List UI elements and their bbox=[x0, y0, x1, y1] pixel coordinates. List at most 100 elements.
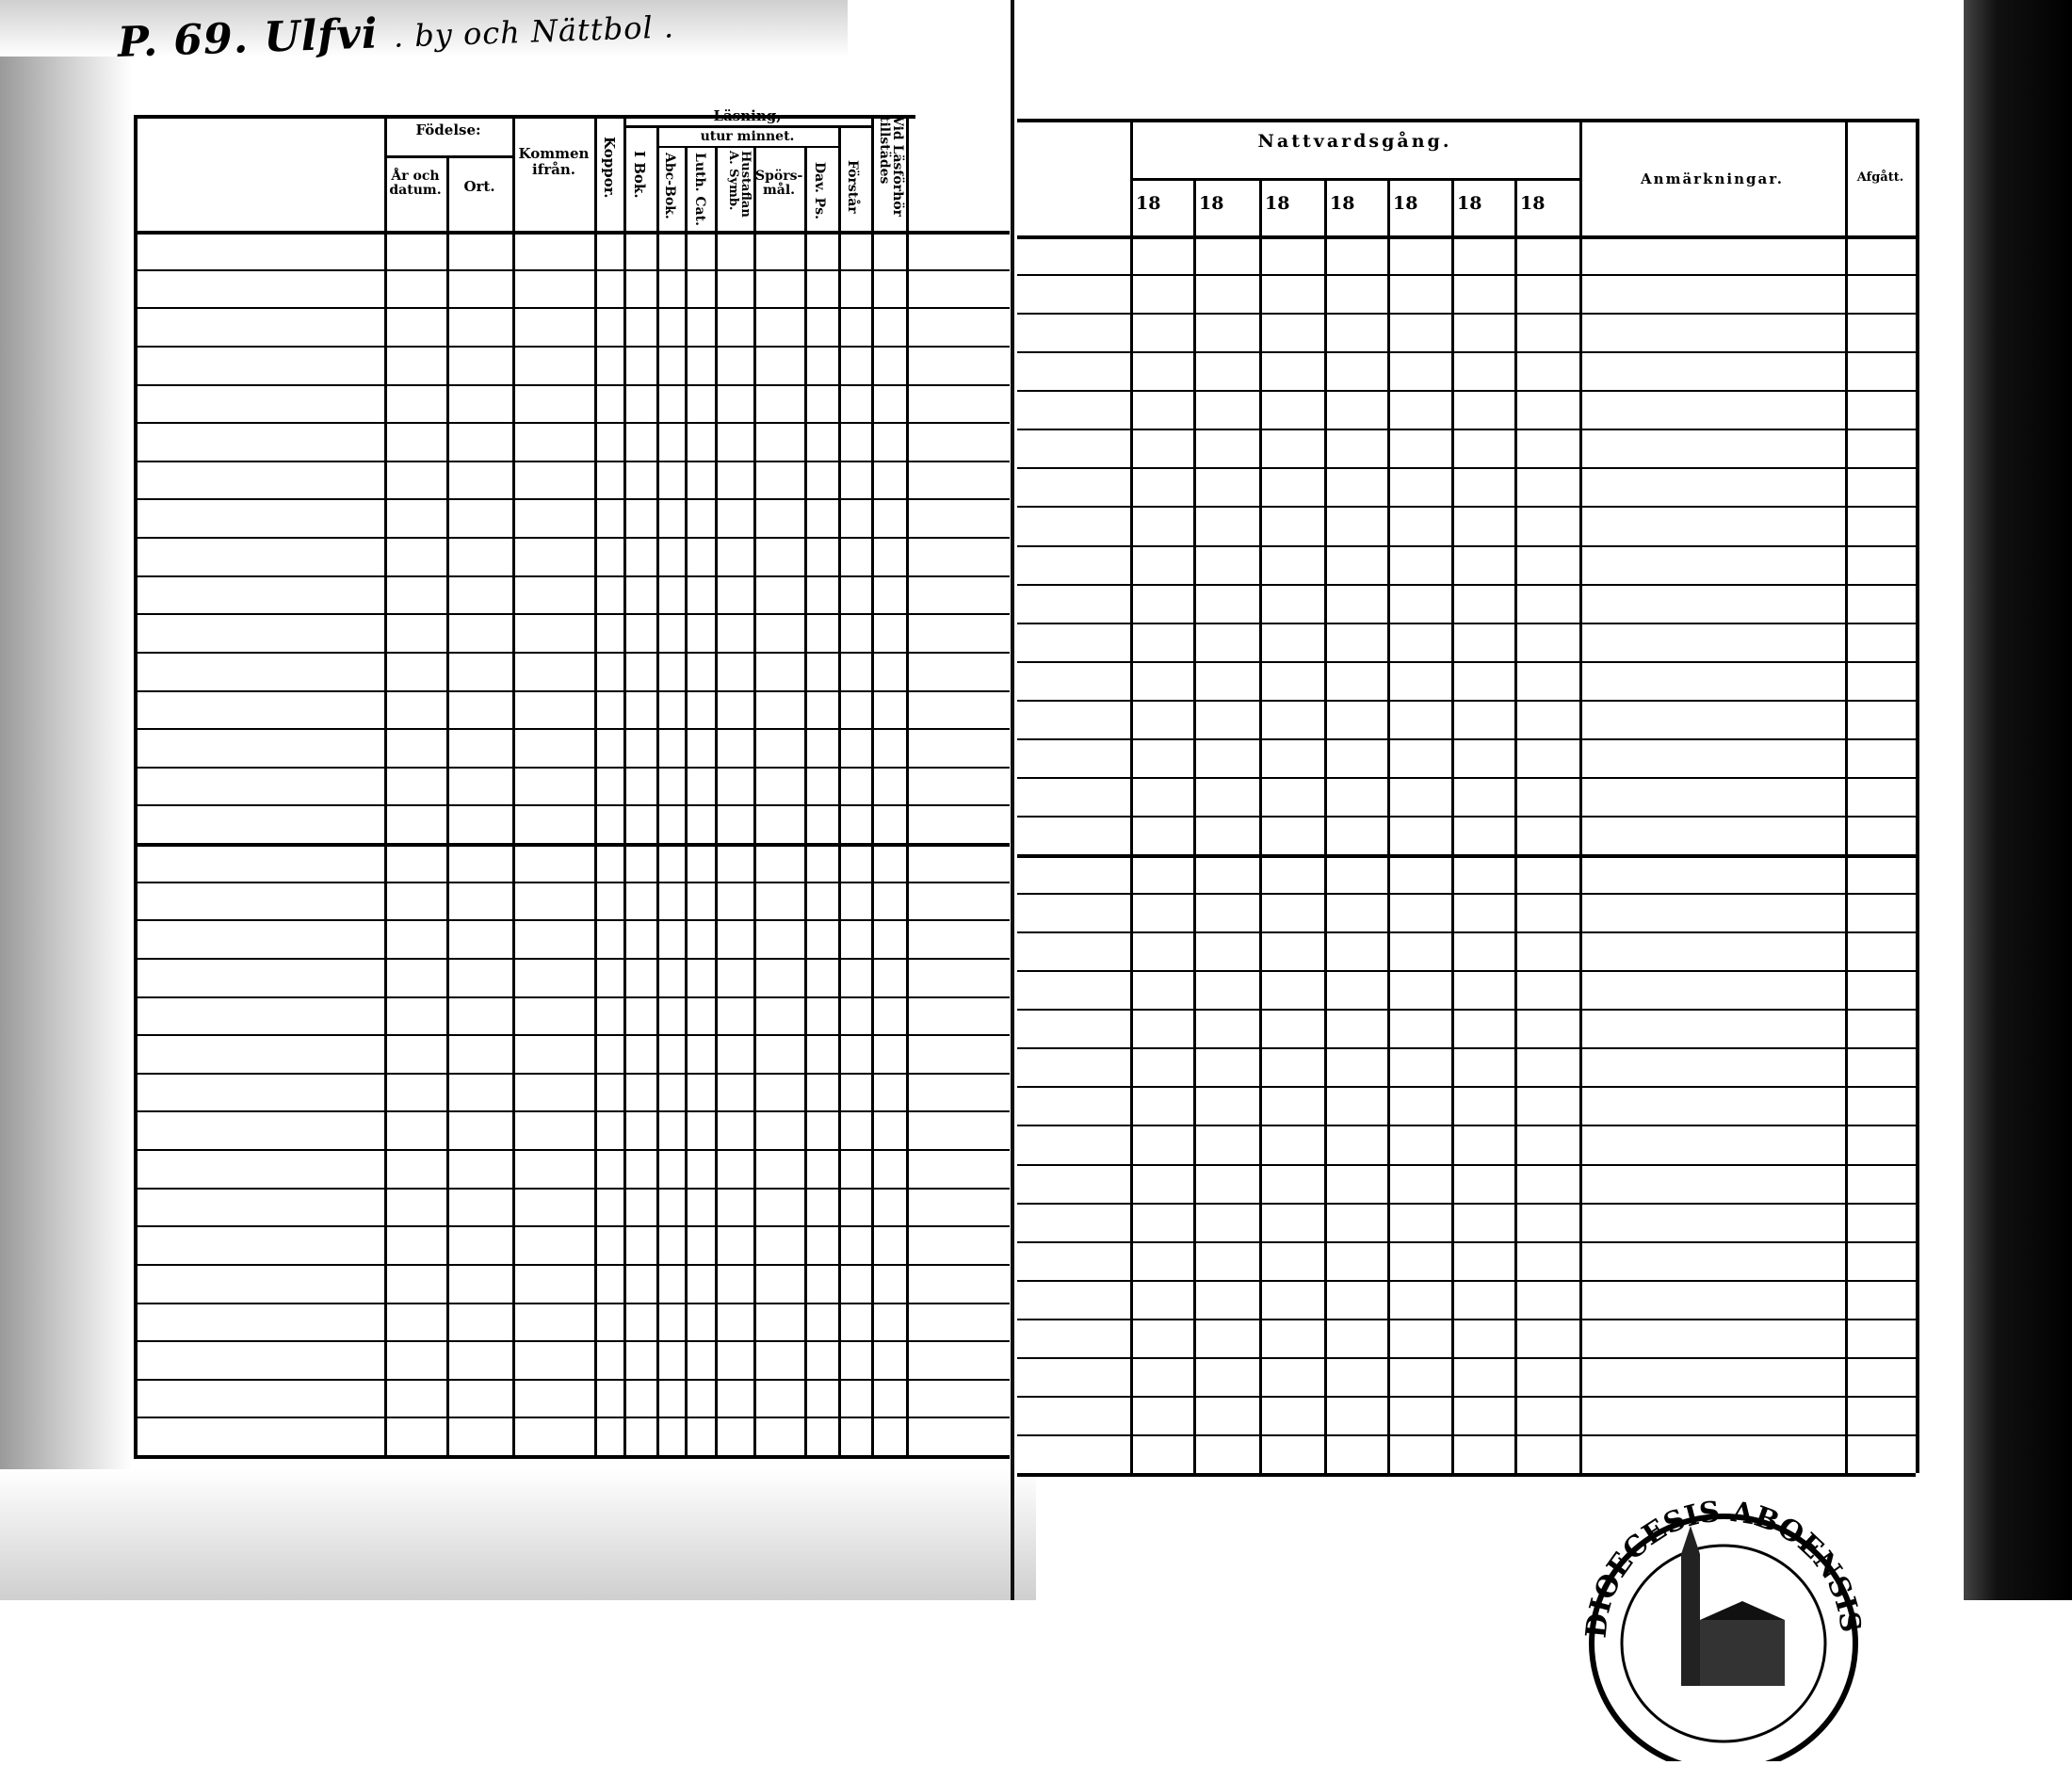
row-line bbox=[134, 1225, 1010, 1228]
row-line bbox=[1017, 776, 1916, 779]
column-divider bbox=[1579, 119, 1582, 1473]
header-vid-lasforhor: Vid Läsförhör tillstädes bbox=[877, 116, 905, 218]
row-line bbox=[134, 1340, 1010, 1343]
column-divider bbox=[753, 146, 756, 1455]
village-detail: . by och Nättbol . bbox=[393, 8, 675, 55]
row-line bbox=[134, 996, 1010, 998]
header-luth-cat: Luth. Cat. bbox=[692, 153, 707, 226]
header-afgatt: Afgått. bbox=[1856, 170, 1904, 185]
row-line bbox=[134, 766, 1010, 769]
header-nattvardsgang: Nattvardsgång. bbox=[1257, 131, 1452, 152]
row-line bbox=[1017, 893, 1916, 896]
header-subdivider bbox=[1130, 178, 1579, 181]
row-line bbox=[1017, 1125, 1916, 1127]
row-line bbox=[1017, 1318, 1916, 1320]
scan-shadow-bottom bbox=[0, 1469, 1036, 1600]
row-line bbox=[1017, 854, 1916, 858]
row-line bbox=[1017, 506, 1916, 509]
book-gutter bbox=[1011, 0, 1014, 1600]
row-line bbox=[134, 881, 1010, 883]
column-divider bbox=[656, 127, 659, 1455]
diocese-stamp: DIOECESIS ABOENSIS bbox=[1578, 1479, 1870, 1765]
row-line bbox=[1017, 737, 1916, 740]
column-divider bbox=[623, 115, 626, 1455]
header-ar-och-datum: År och datum. bbox=[389, 169, 442, 199]
column-divider bbox=[715, 146, 718, 1455]
row-line bbox=[134, 537, 1010, 539]
column-divider bbox=[1324, 178, 1327, 1473]
year-prefix: 18 bbox=[1330, 193, 1355, 214]
scan-shadow-left bbox=[0, 0, 132, 1600]
row-line bbox=[1017, 1086, 1916, 1089]
scan-shadow-top bbox=[0, 0, 848, 57]
column-divider bbox=[906, 115, 909, 1455]
column-divider bbox=[594, 115, 597, 1455]
column-divider bbox=[1514, 178, 1517, 1473]
header-divider bbox=[1017, 235, 1916, 239]
village-name: Ulfvi bbox=[263, 9, 380, 62]
header-anmarkningar: Anmärkningar. bbox=[1641, 170, 1784, 187]
row-line bbox=[134, 307, 1010, 310]
row-line bbox=[1017, 1009, 1916, 1012]
row-line bbox=[134, 498, 1010, 501]
row-line bbox=[134, 268, 1010, 271]
header-subdivider bbox=[656, 146, 838, 148]
row-line bbox=[1017, 313, 1916, 316]
row-line bbox=[1017, 390, 1916, 393]
row-line bbox=[134, 1187, 1010, 1190]
table-border-bottom bbox=[134, 1455, 1010, 1459]
table-border-left bbox=[134, 115, 138, 1455]
header-utur-minnet: utur minnet. bbox=[700, 129, 795, 144]
row-line bbox=[1017, 815, 1916, 818]
row-line bbox=[1017, 699, 1916, 702]
row-line bbox=[1017, 1433, 1916, 1436]
column-divider bbox=[384, 115, 387, 1455]
row-line bbox=[134, 804, 1010, 807]
row-line bbox=[1017, 622, 1916, 624]
row-line bbox=[134, 345, 1010, 348]
row-line bbox=[134, 613, 1010, 616]
year-prefix: 18 bbox=[1199, 193, 1224, 214]
row-line bbox=[1017, 1356, 1916, 1359]
row-line bbox=[134, 919, 1010, 922]
column-divider bbox=[838, 127, 841, 1455]
year-prefix: 18 bbox=[1393, 193, 1418, 214]
table-border-right bbox=[1916, 119, 1919, 1473]
row-line bbox=[1017, 1047, 1916, 1050]
column-divider bbox=[804, 146, 807, 1455]
column-divider bbox=[685, 146, 688, 1455]
table-border-bottom bbox=[1017, 1473, 1916, 1477]
header-hustaflan: Hustaflan A. Symb. bbox=[726, 151, 753, 218]
row-line bbox=[134, 1378, 1010, 1381]
column-divider bbox=[871, 115, 874, 1455]
row-line bbox=[1017, 970, 1916, 973]
column-divider bbox=[1387, 178, 1390, 1473]
year-prefix: 18 bbox=[1265, 193, 1290, 214]
table-border-top bbox=[1017, 119, 1916, 122]
row-line bbox=[1017, 1395, 1916, 1398]
row-line bbox=[1017, 1202, 1916, 1205]
column-divider bbox=[1130, 119, 1133, 1473]
header-forstar: Förstår bbox=[845, 160, 860, 214]
scan-edge-right bbox=[1964, 0, 2072, 1600]
row-line bbox=[134, 460, 1010, 462]
row-line bbox=[134, 575, 1010, 577]
column-divider bbox=[1193, 178, 1196, 1473]
row-line bbox=[1017, 583, 1916, 586]
row-line bbox=[1017, 1163, 1916, 1166]
row-line bbox=[134, 1263, 1010, 1266]
year-prefix: 18 bbox=[1457, 193, 1482, 214]
header-dav-ps: Dav. Ps. bbox=[812, 162, 827, 219]
row-line bbox=[1017, 1279, 1916, 1282]
header-koppor: Koppor. bbox=[601, 137, 618, 199]
header-subdivider bbox=[623, 125, 871, 128]
row-line bbox=[134, 843, 1010, 847]
column-divider bbox=[512, 115, 515, 1455]
row-line bbox=[134, 728, 1010, 731]
header-fodelse: Födelse: bbox=[415, 121, 481, 138]
table-border-top bbox=[134, 115, 915, 119]
row-line bbox=[1017, 544, 1916, 547]
row-line bbox=[134, 1110, 1010, 1113]
row-line bbox=[1017, 931, 1916, 934]
header-subdivider bbox=[384, 155, 512, 158]
